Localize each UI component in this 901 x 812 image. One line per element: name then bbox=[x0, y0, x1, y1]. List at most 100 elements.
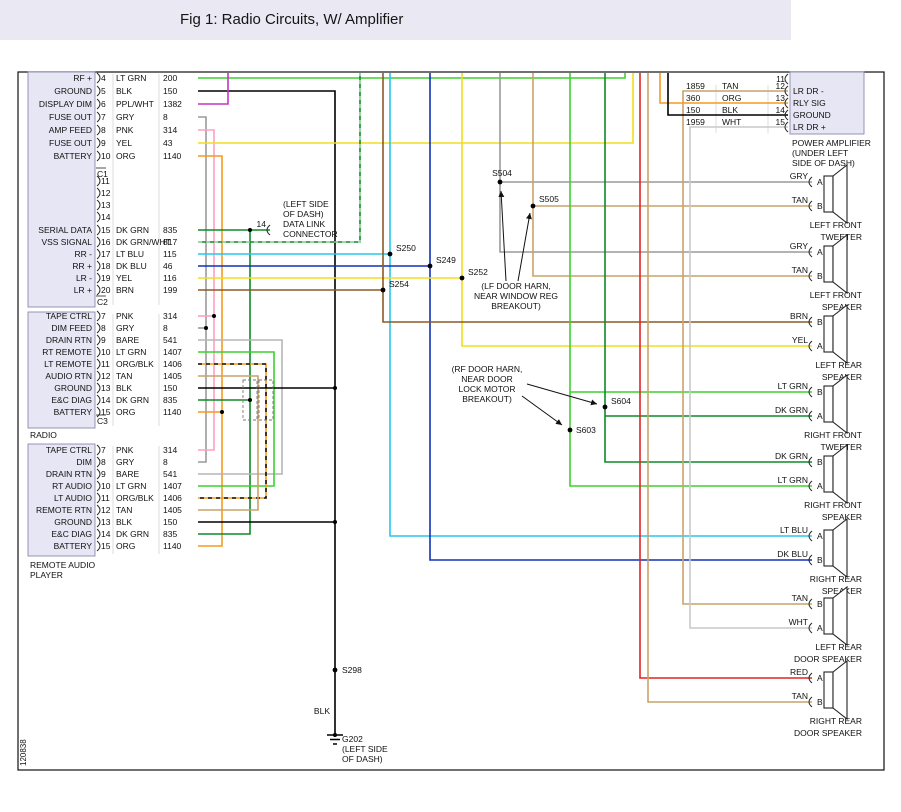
pin-number: 19 bbox=[101, 273, 111, 283]
junction-dot bbox=[427, 263, 433, 269]
circuit-number: 43 bbox=[163, 138, 173, 148]
speaker-label: SPEAKER bbox=[822, 372, 862, 382]
circuit-number: 150 bbox=[163, 383, 177, 393]
figure-title: Fig 1: Radio Circuits, W/ Amplifier bbox=[180, 11, 404, 28]
pin-bracket bbox=[808, 270, 813, 282]
splice-label: S298 bbox=[342, 665, 362, 675]
pin-bracket bbox=[96, 456, 101, 468]
connector-box bbox=[27, 443, 96, 557]
data-link-note: OF DASH) bbox=[283, 209, 324, 219]
wire-color-label: ORG bbox=[722, 93, 741, 103]
speaker-icon bbox=[823, 315, 834, 353]
signal-label: AMP FEED bbox=[49, 125, 92, 135]
junction-dot bbox=[333, 386, 337, 390]
signal-label: LR DR - bbox=[793, 86, 824, 96]
pin-number: 15 bbox=[101, 225, 111, 235]
pin-number: 13 bbox=[101, 200, 111, 210]
wire-color-label: GRY bbox=[116, 323, 135, 333]
junction-dot bbox=[248, 228, 252, 232]
pin-bracket bbox=[808, 672, 813, 684]
pin-number: 10 bbox=[101, 347, 111, 357]
signal-label: AUDIO RTN bbox=[45, 371, 92, 381]
wire-color-label: LT BLU bbox=[116, 249, 144, 259]
wire-color-label: TAN bbox=[792, 265, 808, 275]
pin-number: 14 bbox=[101, 395, 111, 405]
wire-color-label: DK BLU bbox=[116, 261, 147, 271]
junction-dot bbox=[497, 179, 503, 185]
circuit-number: 150 bbox=[163, 517, 177, 527]
junction-dot bbox=[380, 287, 386, 293]
wire-color-label: DK GRN/WHT bbox=[116, 237, 171, 247]
ground-note: OF DASH) bbox=[342, 754, 383, 764]
signal-label: E&C DIAG bbox=[51, 395, 92, 405]
wire-yel bbox=[461, 73, 812, 347]
circuit-number: 541 bbox=[163, 469, 177, 479]
data-link-note: DATA LINK bbox=[283, 219, 326, 229]
wire-color-label: TAN bbox=[116, 371, 132, 381]
pointer-arrow bbox=[517, 212, 532, 282]
wire-color-label: DK GRN bbox=[116, 395, 149, 405]
pin-bracket bbox=[96, 236, 101, 248]
wire-yel bbox=[198, 73, 634, 144]
wire-color-label: WHT bbox=[789, 617, 808, 627]
rf-door-note: (RF DOOR HARN, bbox=[452, 364, 523, 374]
pin-bracket bbox=[808, 340, 813, 352]
pin-bracket bbox=[96, 394, 101, 406]
pin-bracket bbox=[808, 598, 813, 610]
signal-label: TAPE CTRL bbox=[46, 445, 92, 455]
wire-color-label: YEL bbox=[792, 335, 808, 345]
wire-color-label: YEL bbox=[116, 273, 132, 283]
circuit-number: 1140 bbox=[163, 407, 182, 417]
signal-label: LR - bbox=[76, 273, 92, 283]
pin-number: 15 bbox=[101, 407, 111, 417]
pin-bracket bbox=[96, 124, 101, 136]
signal-label: BATTERY bbox=[54, 541, 93, 551]
wire-color-label: BRN bbox=[116, 285, 134, 295]
remote-player-label: REMOTE AUDIO bbox=[30, 560, 96, 570]
signal-label: LT AUDIO bbox=[54, 493, 92, 503]
wire-color-label: LT GRN bbox=[116, 481, 146, 491]
pin-bracket bbox=[96, 370, 101, 382]
signal-label: FUSE OUT bbox=[49, 112, 92, 122]
pin-bracket bbox=[96, 211, 101, 223]
terminal-letter: B bbox=[817, 555, 823, 565]
wire-color-label: DK BLU bbox=[777, 549, 808, 559]
pin-number: 8 bbox=[101, 457, 106, 467]
wire-dk-grn bbox=[198, 230, 251, 535]
speaker-cone-icon bbox=[832, 163, 848, 225]
circuit-number: 541 bbox=[163, 335, 177, 345]
splice-label: S604 bbox=[611, 396, 631, 406]
pin-number: 11 bbox=[101, 493, 110, 503]
splice-label: S254 bbox=[389, 279, 409, 289]
pin-bracket bbox=[808, 246, 813, 258]
pin-number: 13 bbox=[101, 517, 111, 527]
pin-number: 9 bbox=[101, 469, 106, 479]
circuit-number: 1406 bbox=[163, 359, 182, 369]
signal-label: SERIAL DATA bbox=[38, 225, 92, 235]
signal-label: RLY SIG bbox=[793, 98, 826, 108]
speaker-label: DOOR SPEAKER bbox=[794, 654, 862, 664]
terminal-letter: B bbox=[817, 697, 823, 707]
pin-bracket bbox=[96, 444, 101, 456]
pin-number: 17 bbox=[101, 249, 111, 259]
lf-door-note: NEAR WINDOW REG bbox=[474, 291, 558, 301]
signal-label: RT REMOTE bbox=[42, 347, 92, 357]
speaker-label: RIGHT FRONT bbox=[804, 500, 862, 510]
speaker-label: SPEAKER bbox=[822, 302, 862, 312]
pin-number: 14 bbox=[776, 105, 786, 115]
pin-bracket bbox=[96, 540, 101, 552]
terminal-letter: B bbox=[817, 457, 823, 467]
signal-label: RT AUDIO bbox=[52, 481, 92, 491]
circuit-number: 817 bbox=[163, 237, 177, 247]
pin-bracket bbox=[96, 528, 101, 540]
junction-dot bbox=[212, 314, 216, 318]
wire-color-label: LT GRN bbox=[116, 347, 146, 357]
circuit-number: 200 bbox=[163, 73, 177, 83]
wire-tan bbox=[198, 375, 259, 511]
wire-color-label: GRY bbox=[116, 112, 135, 122]
signal-label: GROUND bbox=[54, 383, 92, 393]
pin-number: 14 bbox=[257, 219, 267, 229]
pin-bracket bbox=[96, 382, 101, 394]
pin-bracket bbox=[808, 480, 813, 492]
pin-bracket bbox=[96, 98, 101, 110]
